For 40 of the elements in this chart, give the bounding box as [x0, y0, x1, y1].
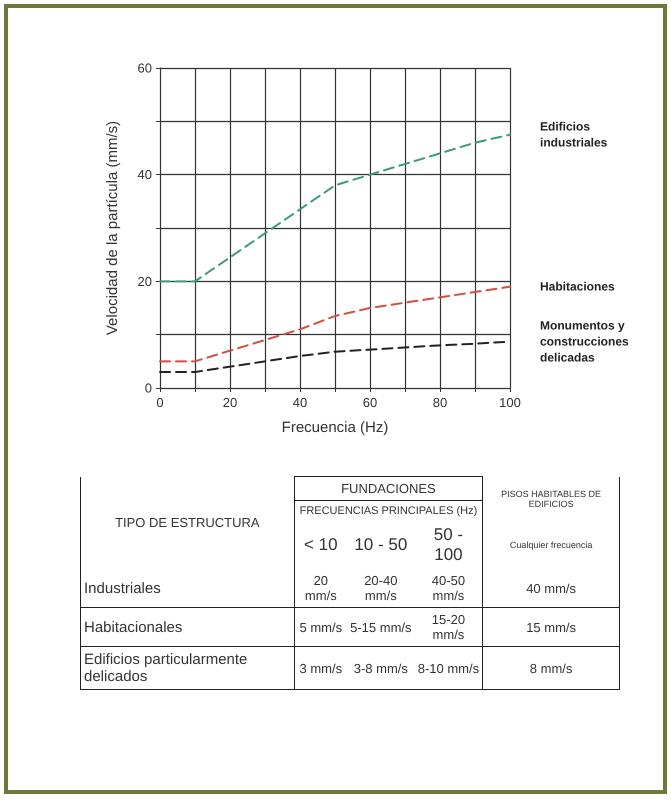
text: Cualquier frecuencia — [482, 521, 620, 569]
text: Habitaciones — [540, 280, 616, 294]
y-axis-title: Velocidad de la partícula (mm/s) — [104, 120, 121, 336]
x-tick-label: 100 — [499, 395, 521, 410]
y-tick-label: 20 — [138, 274, 152, 289]
text: FRECUENCIAS PRINCIPALES (Hz) — [294, 500, 483, 521]
text: 40 mm/s — [482, 569, 620, 608]
text: 8-10 mm/s — [414, 646, 483, 690]
text: 3-8 mm/s — [347, 646, 415, 690]
text: 40-50 mm/s — [414, 569, 483, 608]
text: 10 - 50 — [353, 534, 408, 556]
text: Habitacionales — [80, 608, 294, 646]
x-axis-title: Frecuencia (Hz) — [282, 419, 388, 436]
text: < 10 — [294, 521, 348, 569]
y-tick-label: 40 — [138, 167, 152, 182]
text: Monumentos y construcciones delicadas — [540, 318, 632, 365]
text: PISOS HABITABLES DE EDIFICIOS — [482, 476, 620, 521]
text: 15 mm/s — [482, 608, 620, 646]
text: Edificios particularmente delicados — [80, 646, 294, 690]
text: 8 mm/s — [482, 646, 620, 690]
text: 20-40 mm/s — [347, 569, 415, 608]
text: FUNDACIONES — [294, 476, 483, 500]
text: Edificios industriales — [540, 120, 608, 150]
text: 15-20 mm/s — [414, 608, 483, 646]
x-tick-label: 80 — [432, 395, 448, 410]
text: 3 mm/s — [294, 646, 348, 690]
x-tick-label: 40 — [292, 395, 308, 410]
line-series — [159, 134, 511, 282]
text: 20 mm/s — [294, 569, 348, 608]
x-tick-label: 0 — [156, 395, 164, 410]
text: 5 mm/s — [294, 608, 348, 646]
line-series — [159, 286, 511, 362]
x-tick-label: 60 — [362, 395, 378, 410]
y-tick-label: 60 — [138, 60, 152, 76]
text: TIPO DE ESTRUCTURA — [80, 476, 294, 569]
text: 50 - 100 — [414, 521, 483, 569]
y-tick-label: 0 — [144, 380, 152, 396]
x-tick-label: 20 — [222, 395, 238, 410]
text: Industriales — [80, 569, 294, 608]
text: 5-15 mm/s — [347, 608, 415, 646]
